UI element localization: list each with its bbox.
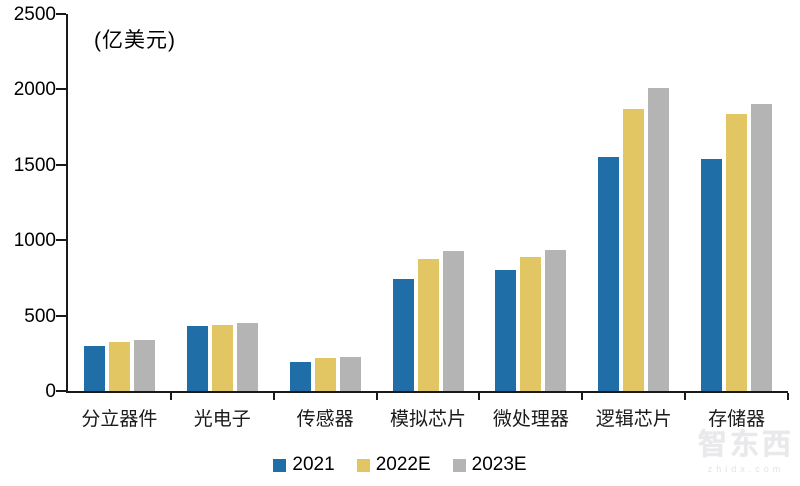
bar-2021 bbox=[83, 345, 105, 391]
bar-group bbox=[68, 14, 171, 391]
bar-2021 bbox=[495, 270, 517, 391]
y-tick-mark bbox=[56, 13, 66, 15]
x-axis-category-label: 模拟芯片 bbox=[390, 409, 467, 430]
bar-group bbox=[171, 14, 274, 391]
y-tick-label: 2000 bbox=[13, 79, 56, 101]
y-axis-unit-label: (亿美元) bbox=[94, 29, 176, 52]
x-tick-mark bbox=[478, 393, 481, 400]
bar-group bbox=[479, 14, 582, 391]
y-tick-mark bbox=[56, 390, 66, 392]
bar-2021 bbox=[598, 157, 620, 391]
bar-2023E bbox=[442, 250, 464, 391]
x-axis-category-label: 微处理器 bbox=[492, 409, 569, 430]
y-tick-mark bbox=[56, 163, 66, 166]
y-tick-label: 0 bbox=[45, 381, 56, 402]
y-tick-mark bbox=[56, 314, 66, 317]
y-tick-label: 500 bbox=[24, 305, 56, 327]
x-tick-mark bbox=[272, 393, 275, 400]
x-axis-labels: 分立器件 光电子 传感器 模拟芯片 微处理器 逻辑芯片 存储器 bbox=[68, 404, 788, 431]
bar-2021 bbox=[186, 326, 208, 391]
bar-group bbox=[685, 14, 788, 391]
bar-2022E bbox=[520, 256, 542, 391]
legend-item-2022E: 2022E bbox=[356, 454, 431, 476]
x-tick-mark bbox=[375, 393, 378, 400]
legend-item-2023E: 2023E bbox=[452, 454, 527, 476]
bar-2023E bbox=[751, 104, 773, 391]
legend-label: 2021 bbox=[292, 454, 335, 475]
bar-2022E bbox=[417, 258, 439, 391]
x-axis-category-label: 存储器 bbox=[708, 409, 766, 430]
x-tick-mark bbox=[169, 393, 172, 400]
bar-2021 bbox=[701, 158, 723, 391]
legend-label: 2023E bbox=[471, 454, 527, 475]
y-tick-label: 2500 bbox=[13, 4, 56, 25]
bar-2021 bbox=[289, 362, 311, 391]
x-axis-category-label: 传感器 bbox=[296, 409, 354, 430]
x-tick-mark bbox=[684, 393, 687, 400]
y-tick-mark bbox=[56, 239, 66, 242]
bar-group bbox=[377, 14, 480, 391]
legend-swatch-icon bbox=[356, 458, 370, 472]
plot-area bbox=[56, 13, 789, 400]
bar-2023E bbox=[133, 339, 155, 391]
bar-2022E bbox=[108, 342, 130, 391]
legend-label: 2022E bbox=[375, 454, 431, 475]
bar-2022E bbox=[314, 358, 336, 391]
y-tick-mark bbox=[56, 88, 66, 91]
bar-2022E bbox=[726, 114, 748, 391]
x-axis-category-label: 光电子 bbox=[193, 409, 251, 430]
x-tick-mark bbox=[581, 393, 584, 400]
legend: 2021 2022E 2023E bbox=[0, 454, 800, 476]
y-tick-label: 1500 bbox=[13, 154, 56, 176]
bar-2023E bbox=[648, 87, 670, 391]
bar-2023E bbox=[236, 323, 258, 391]
legend-swatch-icon bbox=[452, 458, 466, 472]
legend-item-2021: 2021 bbox=[273, 454, 335, 476]
bar-group bbox=[274, 14, 377, 391]
bar-2021 bbox=[392, 279, 414, 391]
bar-2022E bbox=[211, 325, 233, 391]
bar-2023E bbox=[339, 356, 361, 391]
y-tick-label: 1000 bbox=[13, 230, 56, 252]
x-axis-category-label: 逻辑芯片 bbox=[595, 409, 672, 430]
bar-2023E bbox=[545, 249, 567, 391]
x-axis-category-label: 分立器件 bbox=[81, 409, 158, 430]
legend-swatch-icon bbox=[273, 458, 287, 472]
bar-group bbox=[582, 14, 685, 391]
x-tick-mark bbox=[787, 393, 789, 400]
bar-2022E bbox=[623, 109, 645, 391]
